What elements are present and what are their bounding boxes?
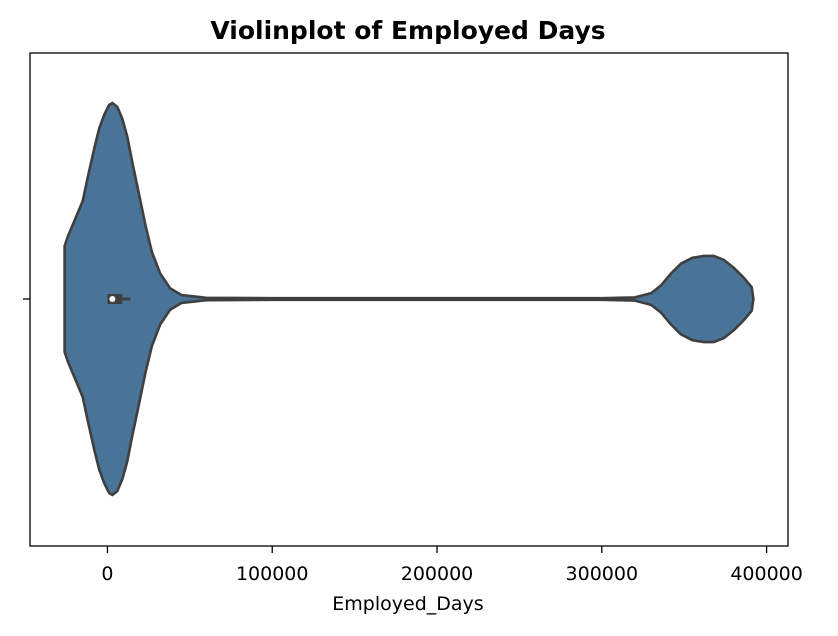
chart-title: Violinplot of Employed Days [210,16,605,45]
x-tick-label: 0 [101,563,113,585]
x-tick-label: 200000 [401,563,474,585]
x-tick-label: 400000 [730,563,803,585]
violin-body [63,101,755,497]
plot-area [63,101,755,497]
x-axis-label: Employed_Days [332,593,483,615]
median-point [109,296,116,302]
x-axis: 0 100000 200000 300000 400000 [101,546,803,585]
x-tick-label: 300000 [566,563,639,585]
x-tick-label: 100000 [236,563,309,585]
